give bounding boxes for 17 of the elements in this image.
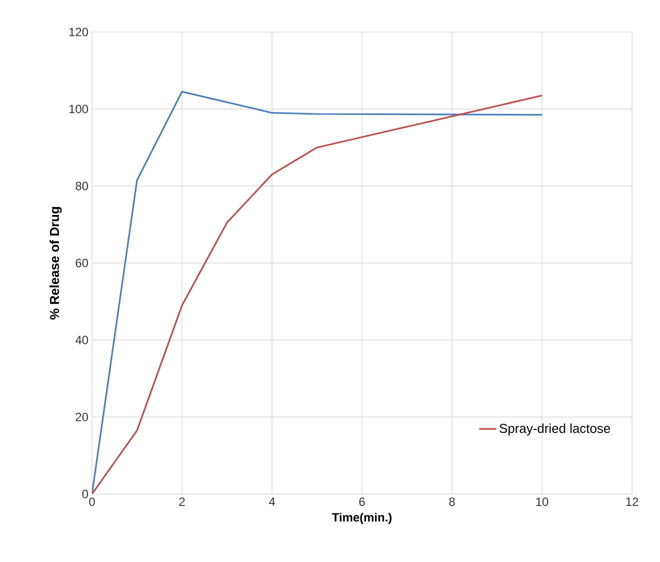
- y-tick-label: 80: [76, 182, 88, 190]
- x-tick-label: 6: [359, 498, 365, 506]
- legend-label: Spray-dried lactose: [500, 423, 610, 436]
- y-tick-label: 20: [76, 412, 88, 422]
- x-tick-label: 8: [449, 498, 455, 506]
- y-axis-title: % Release of Drug: [50, 207, 62, 320]
- y-tick-label: 0: [82, 490, 88, 498]
- y-tick-label: 120: [69, 28, 88, 36]
- y-tick-label: 100: [69, 104, 88, 114]
- x-tick-label: 12: [626, 498, 638, 506]
- x-tick-label: 0: [89, 498, 95, 506]
- x-axis-title: Time(min.): [332, 512, 392, 524]
- x-tick-label: 2: [179, 498, 185, 506]
- y-tick-label: 40: [75, 336, 88, 344]
- x-tick-label: 4: [268, 498, 275, 506]
- x-tick-label: 10: [536, 498, 548, 506]
- y-tick-label: 60: [76, 258, 88, 268]
